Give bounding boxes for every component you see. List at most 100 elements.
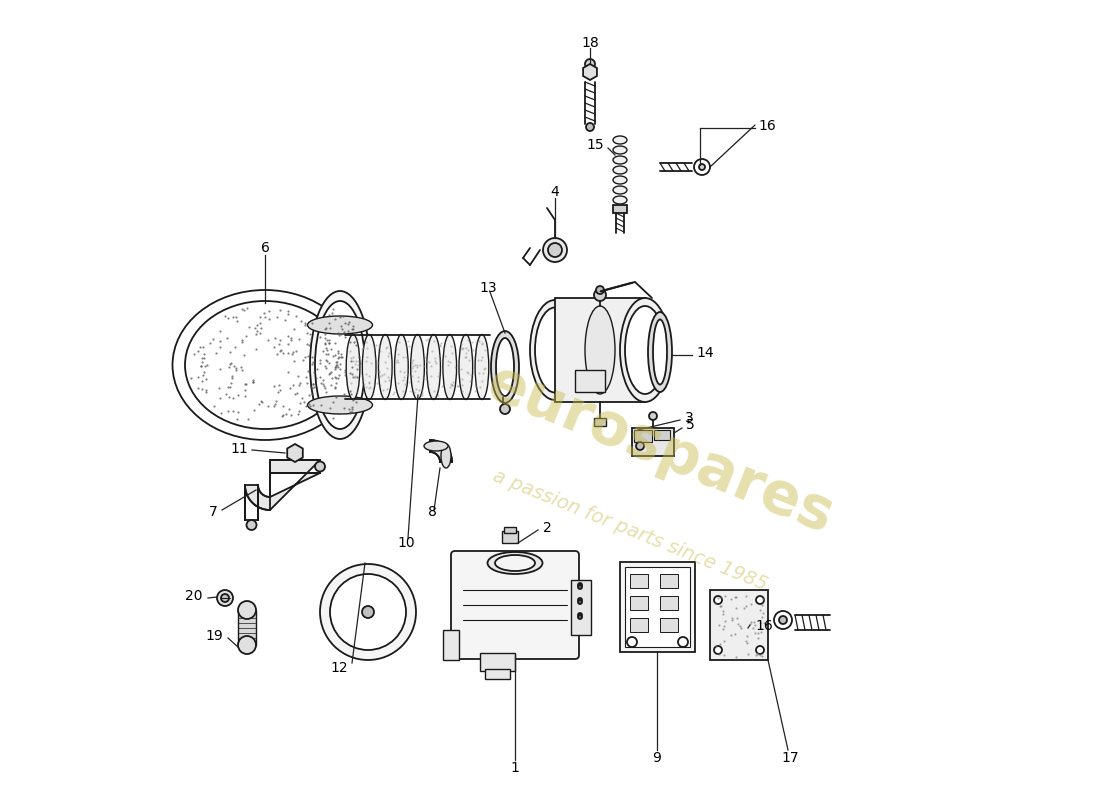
Text: 15: 15 [586, 138, 604, 152]
Circle shape [714, 596, 722, 604]
Ellipse shape [613, 156, 627, 164]
Circle shape [578, 615, 582, 619]
Bar [502, 531, 518, 543]
Circle shape [221, 594, 229, 602]
Ellipse shape [613, 166, 627, 174]
Polygon shape [430, 440, 452, 462]
Ellipse shape [424, 441, 448, 451]
Text: 1: 1 [510, 761, 519, 775]
Ellipse shape [315, 301, 365, 429]
Circle shape [627, 637, 637, 647]
Ellipse shape [475, 334, 488, 399]
Ellipse shape [308, 316, 373, 334]
Text: 3: 3 [685, 411, 694, 425]
Ellipse shape [653, 319, 667, 385]
Bar [575, 370, 605, 392]
Circle shape [290, 448, 300, 458]
Text: a passion for parts since 1985: a passion for parts since 1985 [490, 466, 770, 594]
Bar [632, 428, 674, 456]
Ellipse shape [496, 338, 514, 396]
Circle shape [698, 164, 705, 170]
Text: eurospares: eurospares [478, 354, 842, 546]
Ellipse shape [625, 306, 666, 394]
Bar [571, 580, 591, 635]
Circle shape [756, 646, 764, 654]
Text: 20: 20 [186, 589, 204, 603]
Bar [594, 418, 606, 426]
Text: 2: 2 [543, 521, 552, 535]
Bar [710, 590, 768, 660]
Text: 19: 19 [206, 629, 223, 643]
Ellipse shape [487, 552, 542, 574]
Text: 6: 6 [261, 241, 270, 255]
Ellipse shape [441, 444, 451, 468]
Bar [504, 527, 516, 533]
Bar [654, 430, 670, 440]
Ellipse shape [459, 334, 473, 399]
Circle shape [774, 611, 792, 629]
Circle shape [636, 442, 644, 450]
Ellipse shape [613, 186, 627, 194]
Circle shape [238, 601, 256, 619]
Ellipse shape [530, 300, 580, 400]
Circle shape [330, 574, 406, 650]
Ellipse shape [613, 146, 627, 154]
Bar [630, 574, 648, 588]
Ellipse shape [185, 301, 345, 429]
Text: 8: 8 [428, 505, 437, 519]
Bar [613, 205, 627, 213]
Circle shape [586, 123, 594, 131]
Circle shape [217, 590, 233, 606]
Bar [620, 562, 695, 652]
Text: 16: 16 [755, 619, 772, 633]
Ellipse shape [346, 334, 360, 399]
Circle shape [362, 606, 374, 618]
Circle shape [585, 59, 595, 69]
Text: 7: 7 [209, 505, 218, 519]
Circle shape [238, 636, 256, 654]
Ellipse shape [173, 290, 358, 440]
Polygon shape [287, 444, 303, 462]
Ellipse shape [310, 291, 370, 439]
Ellipse shape [427, 334, 440, 399]
Circle shape [578, 600, 582, 604]
Ellipse shape [613, 136, 627, 144]
Text: 4: 4 [551, 185, 560, 199]
Ellipse shape [585, 306, 615, 394]
Text: 10: 10 [397, 536, 415, 550]
Bar [634, 430, 652, 442]
Circle shape [756, 596, 764, 604]
Ellipse shape [620, 298, 670, 402]
Bar [660, 618, 678, 632]
Bar [485, 669, 510, 679]
Ellipse shape [495, 555, 535, 571]
Circle shape [594, 289, 606, 301]
Bar [630, 596, 648, 610]
Circle shape [578, 585, 582, 589]
Ellipse shape [362, 334, 376, 399]
Text: 5: 5 [686, 418, 695, 432]
Circle shape [320, 564, 416, 660]
Circle shape [548, 243, 562, 257]
Ellipse shape [443, 334, 456, 399]
Circle shape [714, 646, 722, 654]
Bar [480, 653, 515, 671]
Ellipse shape [395, 334, 408, 399]
Bar [556, 298, 645, 402]
Bar [443, 630, 459, 660]
Circle shape [596, 286, 604, 294]
Ellipse shape [613, 196, 627, 204]
Bar [238, 610, 256, 645]
Text: 16: 16 [758, 119, 776, 133]
Text: 13: 13 [480, 281, 497, 295]
Circle shape [578, 613, 582, 617]
Ellipse shape [491, 331, 519, 403]
Text: 14: 14 [696, 346, 714, 360]
Circle shape [694, 159, 710, 175]
Polygon shape [245, 460, 320, 510]
Ellipse shape [308, 396, 373, 414]
Text: 12: 12 [330, 661, 348, 675]
Ellipse shape [648, 312, 672, 392]
Circle shape [543, 238, 566, 262]
Circle shape [649, 412, 657, 420]
